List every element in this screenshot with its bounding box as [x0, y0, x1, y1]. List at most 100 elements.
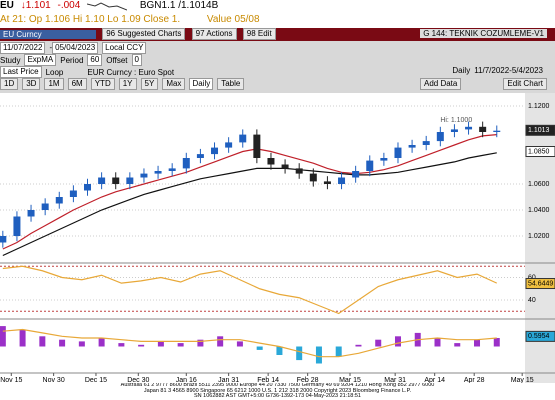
last-value-box — [525, 124, 555, 136]
candle-body — [281, 164, 289, 169]
histogram-bar — [335, 346, 342, 357]
histogram-bar — [276, 346, 283, 355]
range: 11/7/2022-5/4/2023 — [474, 66, 543, 76]
x-tick-label: Nov 15 — [0, 377, 22, 384]
y-tick-label: 1.0200 — [528, 233, 550, 240]
study[interactable]: ExpMA — [24, 54, 57, 66]
histogram-bar — [315, 346, 322, 364]
candle-body — [182, 158, 190, 169]
table-button[interactable]: Table — [217, 78, 245, 90]
histogram-bar — [177, 343, 184, 347]
x-tick-label: Jan 31 — [218, 377, 239, 384]
candle-body — [98, 177, 106, 184]
period[interactable]: 60 — [87, 54, 103, 66]
candle-body — [450, 129, 458, 132]
offset[interactable]: 0 — [131, 54, 142, 66]
candle-body — [55, 197, 63, 204]
candle-body — [338, 177, 346, 184]
candle-body — [196, 154, 204, 158]
change: -.004 — [57, 0, 81, 11]
price-field[interactable]: Last Price — [0, 66, 42, 78]
annotation: Hi: 1.1000 — [440, 117, 472, 124]
toolbar-button[interactable]: 96 Suggested Charts — [102, 28, 186, 40]
security[interactable]: EU Curncy — [0, 29, 96, 39]
histogram-bar — [0, 326, 6, 347]
x-tick-label: May 15 — [511, 377, 534, 384]
footer-line: Japan 81 3 4565 8900 Singapore 65 6212 1… — [143, 387, 412, 394]
x-tick-label: Mar 15 — [339, 377, 361, 384]
y-tick-label: 1.0400 — [528, 207, 550, 214]
period-button[interactable]: 5Y — [140, 78, 159, 90]
toolbar-button[interactable]: 98 Edit — [242, 28, 276, 40]
candle-body — [323, 181, 331, 184]
histogram-bar — [434, 338, 441, 347]
ticker: EU — [0, 0, 14, 11]
last-value-box — [525, 278, 555, 290]
last-value-box — [525, 146, 555, 157]
histogram-bar — [454, 343, 461, 347]
period-button[interactable]: YTD — [90, 78, 115, 90]
x-tick-label: Feb 14 — [257, 377, 279, 384]
period-select[interactable]: Daily — [189, 78, 214, 90]
histogram-bar — [118, 343, 125, 347]
last-value-label: 54.6449 — [528, 280, 553, 287]
histogram-bar — [157, 341, 164, 347]
x-tick-label: Dec 15 — [85, 377, 107, 384]
last-value-label: 0.5954 — [528, 333, 550, 340]
y-tick-label: 1.1200 — [528, 103, 550, 110]
start-date[interactable]: 11/07/2022 — [0, 42, 46, 54]
toolbar-button[interactable]: 97 Actions — [191, 28, 237, 40]
currency[interactable]: Local CCY — [102, 42, 147, 54]
histogram-bar — [394, 336, 401, 347]
candle-body — [13, 216, 21, 236]
histogram-bar — [19, 329, 26, 347]
candle-body — [154, 171, 162, 174]
y-tick-label: 60 — [528, 274, 536, 281]
candle-body — [479, 126, 487, 132]
histogram-bar — [59, 339, 66, 347]
moving-average — [2, 152, 497, 257]
axis-background — [525, 93, 555, 400]
candle-body — [84, 184, 91, 191]
quote-bar: EU ↓1.101 -.004 BGN1.1 /1.1014B — [0, 0, 555, 14]
period-buttons: 1D 3D 1M 6M YTD 1Y 5Y Max Daily Table Add Data Edit… — [0, 78, 555, 90]
edit-chart[interactable]: Edit Chart — [503, 78, 547, 90]
end-date[interactable]: 05/04/2023 — [52, 42, 99, 54]
quote-line: At 21: Op 1.106 Hi 1.10 Lo 1.09 Close 1. — [0, 14, 181, 25]
histogram-bar — [493, 338, 500, 347]
last-value-label: 1.1013 — [528, 127, 550, 134]
histogram-bar — [355, 344, 362, 347]
period-button[interactable]: 1Y — [118, 78, 137, 90]
add-data[interactable]: Add Data — [420, 78, 462, 90]
x-tick-label: Apr 28 — [464, 377, 485, 384]
period-button[interactable]: 3D — [22, 78, 41, 90]
period-button[interactable]: Max — [162, 78, 186, 90]
candle-body — [253, 134, 261, 158]
candle-body — [112, 177, 120, 184]
loop[interactable]: Loop — [45, 67, 64, 77]
period-button[interactable]: 1M — [44, 78, 64, 90]
period-button[interactable]: 1D — [0, 78, 19, 90]
x-tick-label: Jan 16 — [176, 377, 197, 384]
x-tick-label: Apr 14 — [424, 377, 445, 384]
period-button[interactable]: 6M — [67, 78, 87, 90]
candle-body — [27, 210, 35, 217]
x-tick-label: Mar 31 — [384, 377, 406, 384]
y-tick-label: 40 — [528, 297, 536, 304]
y-tick-label: 1.0600 — [528, 181, 550, 188]
histogram-bar — [78, 341, 85, 347]
histogram-bar — [39, 336, 46, 347]
candle-body — [408, 145, 416, 148]
candle-body — [211, 147, 219, 155]
last-value-box — [525, 330, 555, 342]
moving-average — [2, 134, 497, 250]
candle-body — [41, 203, 49, 210]
candle-body — [126, 177, 134, 184]
candle-body — [436, 132, 444, 142]
histogram-bar — [375, 339, 382, 347]
page-title: G 144: TEKNIK COZUMLEME-V1 — [420, 29, 547, 38]
candle-body — [309, 173, 317, 182]
sparkline — [87, 1, 128, 10]
candle-body — [0, 236, 7, 243]
